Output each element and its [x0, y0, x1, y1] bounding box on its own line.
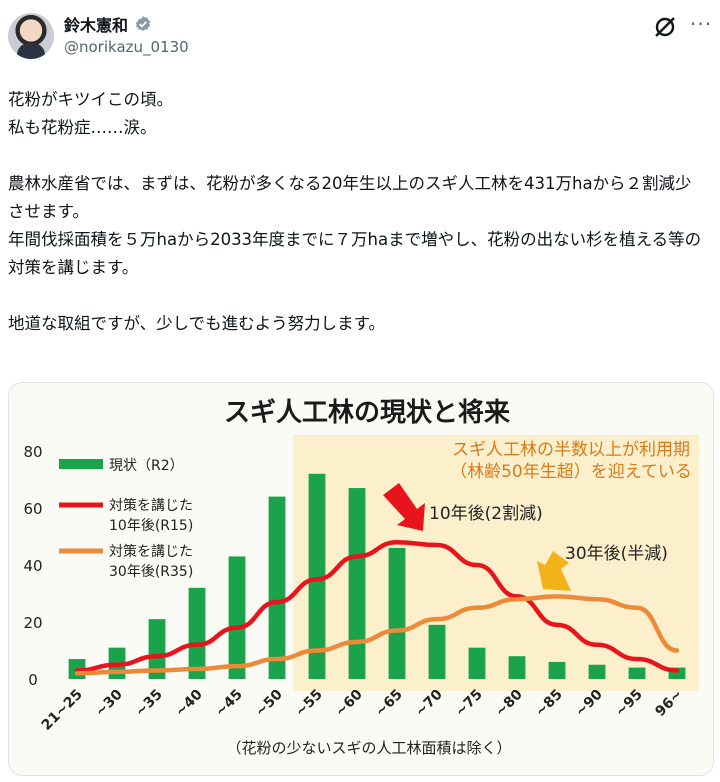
- annotation-label: 10年後(2割減): [429, 504, 543, 524]
- legend-label: 対策を講じた: [109, 543, 193, 560]
- chart-footnote: （花粉の少ないスギの人工林面積は除く）: [226, 739, 511, 757]
- y-tick-label: 0: [28, 671, 38, 689]
- highlight-note: （林齢50年生超）を迎えている: [450, 462, 692, 482]
- y-tick-label: 20: [23, 614, 42, 632]
- bar: [628, 667, 646, 679]
- bar: [468, 647, 486, 679]
- highlight-note: スギ人工林の半数以上が利用期: [452, 440, 690, 460]
- bar: [308, 473, 326, 679]
- legend-label: 10年後(R15): [109, 518, 193, 534]
- bar: [428, 624, 446, 679]
- author-handle[interactable]: @norikazu_0130: [64, 38, 189, 56]
- legend-swatch: [59, 459, 103, 469]
- chart-title: スギ人工林の現状と将来: [224, 398, 511, 428]
- bar: [228, 556, 246, 679]
- bar: [388, 547, 406, 679]
- tweet-text: 花粉がキツイこの頃。 私も花粉症……涙。 農林水産省では、まずは、花粉が多くなる…: [8, 86, 708, 338]
- bar: [148, 619, 166, 679]
- bar: [668, 667, 686, 679]
- tweet-paragraph-1: 花粉がキツイこの頃。 私も花粉症……涙。: [8, 90, 173, 137]
- bar: [268, 496, 286, 679]
- tweet-paragraph-3: 地道な取組ですが、少しでも進むよう努力します。: [8, 314, 386, 333]
- more-options-icon[interactable]: ···: [690, 12, 713, 36]
- author-name[interactable]: 鈴木憲和: [64, 16, 129, 35]
- y-tick-label: 80: [23, 443, 42, 461]
- avatar[interactable]: [8, 13, 54, 59]
- legend-label: 対策を講じた: [109, 497, 193, 514]
- series-line: [74, 594, 680, 676]
- bar: [188, 587, 206, 679]
- annotation-arrow: [537, 551, 571, 591]
- bar: [548, 661, 566, 679]
- bar: [348, 488, 366, 679]
- verified-badge-icon: [135, 16, 151, 31]
- legend-label: 現状（R2）: [109, 458, 184, 474]
- bar: [588, 664, 606, 679]
- series-line: [74, 539, 680, 673]
- tweet-paragraph-2: 農林水産省では、まずは、花粉が多くなる20年生以上のスギ人工林を431万haから…: [8, 174, 702, 277]
- tweet-header: 鈴木憲和 @norikazu_0130 ···: [0, 0, 720, 70]
- annotation-label: 30年後(半減): [565, 544, 668, 564]
- annotation-arrow: [383, 483, 425, 531]
- bar: [508, 656, 526, 679]
- y-tick-label: 60: [23, 500, 42, 518]
- grok-icon[interactable]: [652, 14, 678, 40]
- legend-label: 30年後(R35): [109, 564, 193, 580]
- attached-image[interactable]: スギ人工林の現状と将来 0 20 40 60 80 21~25 ~30 ~35 ~40 ~45 ~…: [8, 382, 714, 776]
- author-name-row[interactable]: 鈴木憲和: [64, 12, 152, 36]
- y-tick-label: 40: [23, 557, 42, 575]
